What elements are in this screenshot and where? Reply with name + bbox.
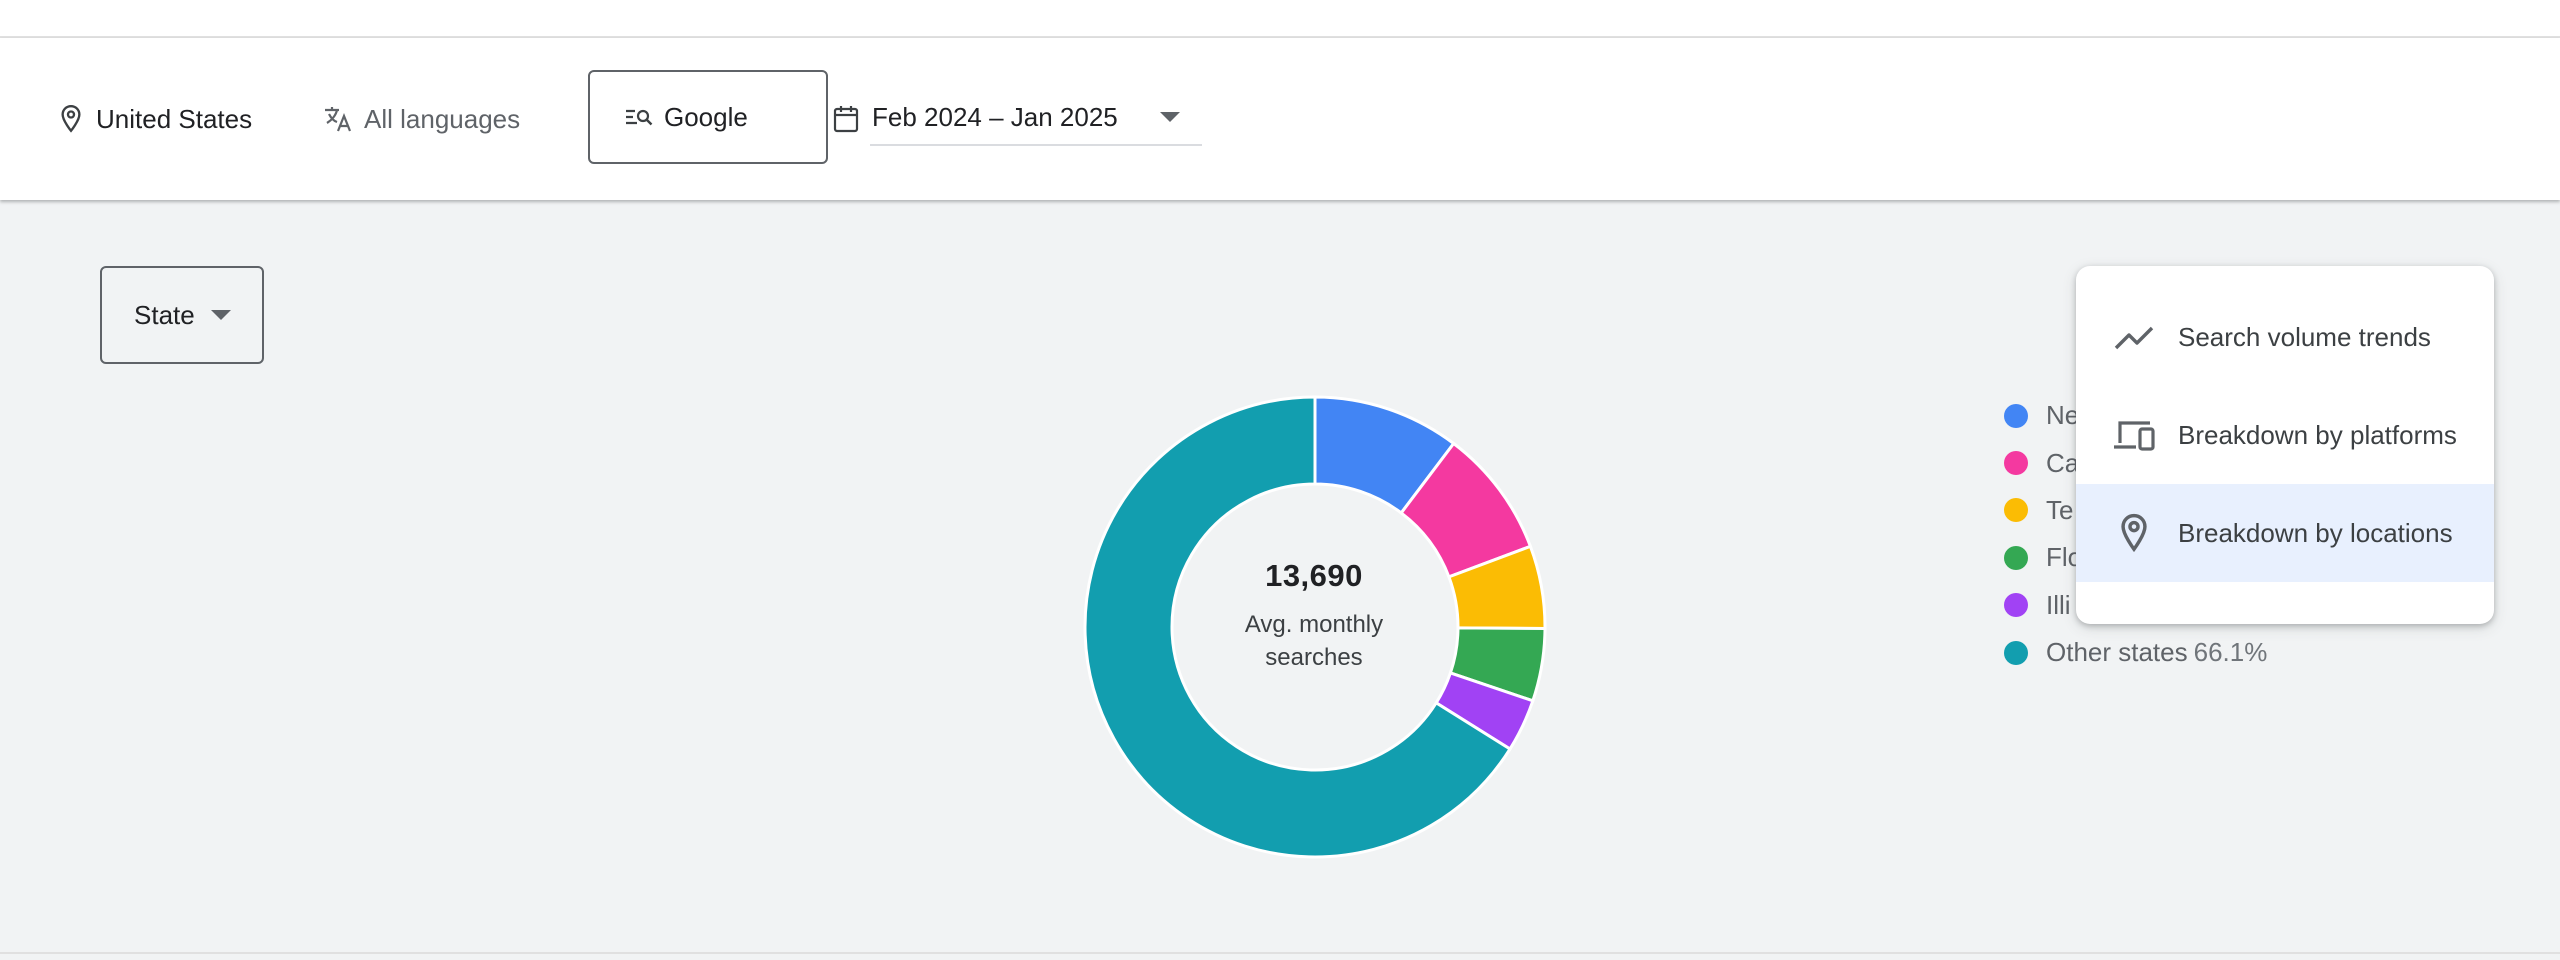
donut-chart	[1083, 395, 1547, 859]
legend-item[interactable]: Ne	[2004, 392, 2267, 439]
bottom-divider	[0, 952, 2560, 954]
view-options-menu: Search volume trends Breakdown by platfor…	[2076, 266, 2494, 624]
menu-item-label: Breakdown by locations	[2178, 517, 2453, 548]
legend-item[interactable]: Other states 66.1%	[2004, 629, 2267, 676]
location-filter[interactable]: United States	[58, 100, 252, 138]
search-list-icon	[624, 105, 664, 129]
search-engine-label: Google	[664, 101, 748, 132]
dropdown-arrow-icon	[1160, 112, 1180, 122]
menu-item-label: Breakdown by platforms	[2178, 419, 2457, 450]
legend-item[interactable]: Ca	[2004, 439, 2267, 486]
legend-color-dot	[2004, 498, 2028, 523]
dropdown-arrow-icon	[210, 310, 231, 320]
translate-icon	[322, 103, 364, 135]
date-range-select[interactable]: Feb 2024 – Jan 2025	[870, 90, 1202, 146]
location-filter-label: United States	[96, 103, 253, 134]
location-pin-icon	[2110, 513, 2158, 553]
legend-label: Other states	[2046, 637, 2188, 668]
legend-label: Te	[2046, 494, 2074, 525]
menu-item-breakdown-by-platforms[interactable]: Breakdown by platforms	[2076, 386, 2494, 484]
legend-color-dot	[2004, 545, 2028, 570]
location-pin-icon	[58, 104, 96, 134]
legend-label: Ca	[2046, 447, 2080, 478]
filter-bar: United States All languages Google Feb 2…	[0, 38, 2560, 200]
language-filter[interactable]: All languages	[322, 100, 520, 138]
legend-percent: 66.1%	[2193, 637, 2268, 668]
legend-color-dot	[2004, 640, 2028, 665]
legend-label: Ne	[2046, 400, 2080, 431]
menu-item-breakdown-by-locations[interactable]: Breakdown by locations	[2076, 484, 2494, 582]
legend-color-dot	[2004, 403, 2028, 428]
legend-color-dot	[2004, 451, 2028, 476]
avg-monthly-searches-label: Avg. monthly searches	[1164, 608, 1464, 674]
legend-label: Illi	[2046, 589, 2071, 620]
devices-icon	[2110, 417, 2158, 453]
legend-item[interactable]: Illi	[2004, 582, 2267, 629]
date-range-label: Feb 2024 – Jan 2025	[872, 101, 1118, 132]
trending-line-icon	[2110, 322, 2158, 352]
center-label-line-1: Avg. monthly	[1244, 611, 1384, 638]
center-label-line-2: searches	[1265, 644, 1363, 671]
state-breakdown-select[interactable]: State	[100, 266, 264, 364]
calendar-icon	[832, 100, 860, 138]
state-select-label: State	[134, 299, 195, 330]
donut-slice-other-states[interactable]	[1083, 395, 1513, 859]
menu-item-search-volume-trends[interactable]: Search volume trends	[2076, 288, 2494, 386]
avg-monthly-searches-value: 13,690	[1265, 558, 1363, 593]
menu-item-label: Search volume trends	[2178, 321, 2431, 352]
language-filter-label: All languages	[364, 103, 521, 134]
search-engine-filter[interactable]: Google	[588, 70, 828, 164]
chart-center-summary: 13,690 Avg. monthly searches	[1164, 558, 1464, 674]
legend-item[interactable]: Te	[2004, 487, 2267, 534]
legend-color-dot	[2004, 593, 2028, 618]
top-strip	[0, 0, 2560, 38]
